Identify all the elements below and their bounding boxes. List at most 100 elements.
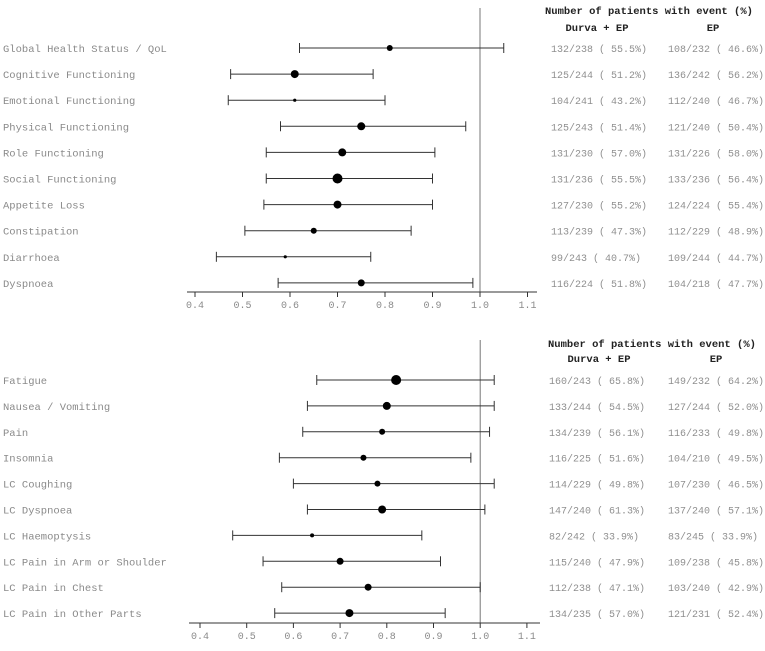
point-estimate <box>357 122 366 131</box>
x-tick-label: 0.6 <box>284 632 302 643</box>
point-estimate <box>364 583 372 591</box>
forest-row: LC Haemoptysis 82/242 ( 33.9%) 83/245 ( 33… <box>3 530 758 543</box>
count-ep: 121/231 ( 52.4%) <box>668 609 764 621</box>
row-label: Emotional Functioning <box>3 96 135 108</box>
count-ep: 109/244 ( 44.7%) <box>668 253 764 265</box>
x-tick-label: 0.7 <box>331 632 349 643</box>
point-estimate <box>336 557 344 565</box>
x-tick-label: 0.7 <box>328 301 346 312</box>
row-label: LC Haemoptysis <box>3 531 91 543</box>
forest-row: LC Dyspnoea 147/240 ( 61.3%) 137/240 ( 57.… <box>3 504 764 518</box>
x-tick-label: 0.6 <box>281 301 299 312</box>
forest-row: Role Functioning 131/230 ( 57.0%) 131/226 … <box>3 147 764 160</box>
count-durva-ep: 133/244 ( 54.5%) <box>549 402 645 414</box>
count-durva-ep: 104/241 ( 43.2%) <box>551 96 647 108</box>
forest-row: Cognitive Functioning 125/244 ( 51.2%) 136… <box>3 69 764 82</box>
row-label: Role Functioning <box>3 148 104 160</box>
count-ep: 133/236 ( 56.4%) <box>668 175 764 187</box>
row-label: LC Dyspnoea <box>3 506 72 518</box>
count-durva-ep: 116/224 ( 51.8%) <box>551 279 647 291</box>
forest-row: Nausea / Vomiting 133/244 ( 54.5%) 127/244… <box>3 400 764 414</box>
row-label: Pain <box>3 428 28 440</box>
count-durva-ep: 116/225 ( 51.6%) <box>549 454 645 466</box>
forest-row: Emotional Functioning 104/241 ( 43.2%) 112… <box>3 95 764 108</box>
forest-row: Insomnia 116/225 ( 51.6%) 104/210 ( 49.5%) <box>3 452 764 466</box>
forest-row: Physical Functioning 125/243 ( 51.4%) 121/… <box>3 121 764 134</box>
x-tick-label: 1.0 <box>471 632 489 643</box>
forest-row: Social Functioning 131/236 ( 55.5%) 133/23… <box>3 173 764 187</box>
point-estimate <box>386 45 393 51</box>
count-ep: 104/210 ( 49.5%) <box>668 454 764 466</box>
point-estimate <box>374 480 381 487</box>
row-label: LC Pain in Other Parts <box>3 609 142 621</box>
point-estimate <box>293 98 297 102</box>
x-tick-label: 0.4 <box>191 632 209 643</box>
point-estimate <box>283 255 287 259</box>
count-durva-ep: 132/238 ( 55.5%) <box>551 44 647 56</box>
count-ep: 116/233 ( 49.8%) <box>668 428 764 440</box>
row-label: Social Functioning <box>3 175 116 187</box>
point-estimate <box>290 70 299 79</box>
point-estimate <box>338 148 347 157</box>
count-durva-ep: 147/240 ( 61.3%) <box>549 506 645 518</box>
point-estimate <box>310 533 315 538</box>
count-ep: 137/240 ( 57.1%) <box>668 506 764 518</box>
count-durva-ep: 127/230 ( 55.2%) <box>551 201 647 213</box>
x-tick-label: 0.9 <box>423 301 441 312</box>
forest-row: Fatigue 160/243 ( 65.8%) 149/232 ( 64.2%) <box>3 375 764 388</box>
row-label: Cognitive Functioning <box>3 70 135 82</box>
count-durva-ep: 125/243 ( 51.4%) <box>551 122 647 134</box>
forest-row: LC Pain in Chest 112/238 ( 47.1%) 103/240 … <box>3 582 764 595</box>
count-durva-ep: 113/239 ( 47.3%) <box>551 227 647 239</box>
forest-row: Constipation 113/239 ( 47.3%) 112/229 ( 48… <box>3 225 764 239</box>
point-estimate <box>333 200 342 209</box>
forest-panel-1: Number of patients with event (%) Durva +… <box>3 6 764 312</box>
count-durva-ep: 134/235 ( 57.0%) <box>549 609 645 621</box>
point-estimate <box>332 173 343 184</box>
count-ep: 136/242 ( 56.2%) <box>668 70 764 82</box>
forest-row: Appetite Loss 127/230 ( 55.2%) 124/224 ( 5… <box>3 199 764 213</box>
count-durva-ep: 131/230 ( 57.0%) <box>551 148 647 160</box>
count-durva-ep: 134/239 ( 56.1%) <box>549 428 645 440</box>
count-ep: 108/232 ( 46.6%) <box>668 44 764 56</box>
count-ep: 112/229 ( 48.9%) <box>668 227 764 239</box>
row-label: Insomnia <box>3 454 53 466</box>
count-ep: 124/224 ( 55.4%) <box>668 201 764 213</box>
row-label: LC Pain in Arm or Shoulder <box>3 557 167 569</box>
column-group-header: Number of patients with event (%) <box>545 6 753 18</box>
column-header-ep: EP <box>707 23 720 35</box>
x-tick-label: 0.5 <box>238 632 256 643</box>
x-tick-label: 0.9 <box>424 632 442 643</box>
count-durva-ep: 114/229 ( 49.8%) <box>549 480 645 492</box>
forest-row: Pain 134/239 ( 56.1%) 116/233 ( 49.8%) <box>3 426 764 440</box>
count-durva-ep: 125/244 ( 51.2%) <box>551 70 647 82</box>
forest-row: LC Coughing 114/229 ( 49.8%) 107/230 ( 46.… <box>3 478 764 492</box>
row-label: LC Coughing <box>3 480 72 492</box>
count-ep: 103/240 ( 42.9%) <box>668 583 764 595</box>
point-estimate <box>310 227 317 234</box>
count-ep: 121/240 ( 50.4%) <box>668 122 764 134</box>
column-header-durva-ep: Durva + EP <box>565 23 628 35</box>
count-durva-ep: 160/243 ( 65.8%) <box>549 376 645 388</box>
row-label: Constipation <box>3 227 79 239</box>
row-label: Dyspnoea <box>3 279 53 291</box>
row-label: Global Health Status / QoL <box>3 44 167 56</box>
forest-row: LC Pain in Arm or Shoulder 115/240 ( 47.9… <box>3 556 764 569</box>
count-durva-ep: 99/243 ( 40.7%) <box>551 253 641 265</box>
count-ep: 104/218 ( 47.7%) <box>668 279 764 291</box>
column-header-durva-ep: Durva + EP <box>567 354 630 366</box>
count-ep: 127/244 ( 52.0%) <box>668 402 764 414</box>
point-estimate <box>360 454 367 461</box>
point-estimate <box>357 279 365 287</box>
x-tick-label: 0.8 <box>378 632 396 643</box>
count-ep: 107/230 ( 46.5%) <box>668 480 764 492</box>
x-tick-label: 0.5 <box>233 301 251 312</box>
count-ep: 112/240 ( 46.7%) <box>668 96 764 108</box>
point-estimate <box>382 401 391 410</box>
forest-row: Dyspnoea 116/224 ( 51.8%) 104/218 ( 47.7%) <box>3 277 764 291</box>
row-label: Diarrhoea <box>3 253 60 265</box>
column-group-header: Number of patients with event (%) <box>548 339 756 351</box>
point-estimate <box>391 375 402 385</box>
point-estimate <box>345 609 354 618</box>
